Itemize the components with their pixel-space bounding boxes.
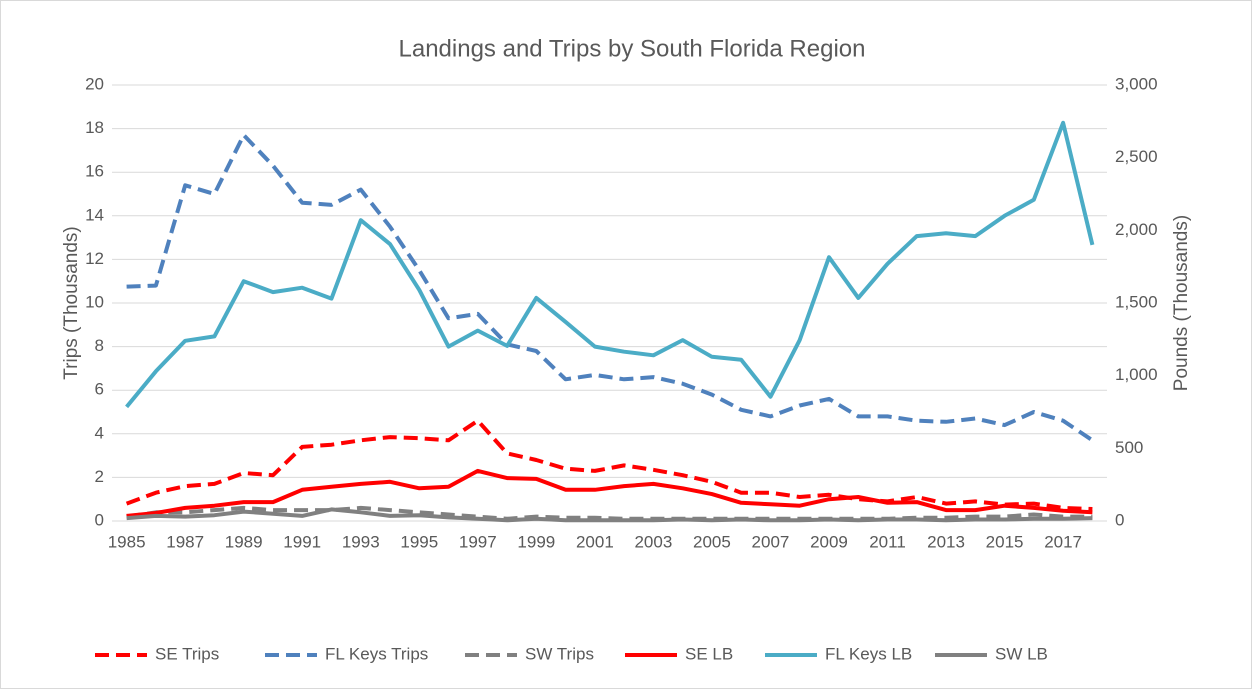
y2-tick-label: 1,500 [1115, 292, 1158, 311]
series-line [126, 133, 1094, 442]
y2-tick-label: 0 [1115, 510, 1124, 529]
y-tick-label: 16 [85, 162, 104, 181]
y2-tick-label: 3,000 [1115, 74, 1158, 93]
y2-tick-label: 500 [1115, 438, 1143, 457]
x-tick-label: 1995 [400, 532, 438, 551]
y-tick-label: 0 [95, 510, 104, 529]
x-tick-label: 2003 [634, 532, 672, 551]
series-line [126, 468, 1093, 518]
legend-label: SW LB [995, 644, 1048, 663]
x-tick-label: 1999 [517, 532, 555, 551]
x-tick-label: 1985 [108, 532, 146, 551]
chart-title: Landings and Trips by South Florida Regi… [399, 35, 866, 62]
legend-label: SW Trips [525, 644, 594, 663]
y2-axis-title: Pounds (Thousands) [1171, 215, 1192, 391]
x-tick-label: 1991 [283, 532, 321, 551]
x-tick-label: 2015 [986, 532, 1024, 551]
x-tick-label: 2007 [752, 532, 790, 551]
x-tick-label: 1997 [459, 532, 497, 551]
legend-label: FL Keys Trips [325, 644, 428, 663]
x-tick-label: 1987 [166, 532, 204, 551]
y-axis-title: Trips (Thousands) [61, 226, 82, 379]
series-line [125, 120, 1095, 409]
series-line [126, 505, 1093, 521]
x-tick-label: 2005 [693, 532, 731, 551]
x-tick-label: 1989 [225, 532, 263, 551]
x-tick-label: 2009 [810, 532, 848, 551]
y-tick-label: 18 [85, 118, 104, 137]
series-line [125, 418, 1093, 511]
y2-tick-label: 2,500 [1115, 147, 1158, 166]
y-tick-label: 8 [95, 336, 104, 355]
legend-label: SE Trips [155, 644, 219, 663]
y-tick-label: 6 [95, 380, 104, 399]
x-tick-label: 2011 [869, 532, 906, 551]
series-line [126, 507, 1093, 523]
legend-label: SE LB [685, 644, 733, 663]
x-tick-label: 1993 [342, 532, 380, 551]
y2-tick-label: 2,000 [1115, 220, 1158, 239]
x-tick-label: 2017 [1044, 532, 1082, 551]
x-tick-label: 2001 [576, 532, 614, 551]
y-tick-label: 20 [85, 74, 104, 93]
legend-label: FL Keys LB [825, 644, 912, 663]
y-tick-label: 4 [95, 423, 104, 442]
y-tick-label: 12 [85, 249, 104, 268]
y-tick-label: 10 [85, 292, 104, 311]
y2-tick-label: 1,000 [1115, 365, 1158, 384]
y-tick-label: 14 [85, 205, 104, 224]
y-tick-label: 2 [95, 467, 104, 486]
x-tick-label: 2013 [927, 532, 965, 551]
